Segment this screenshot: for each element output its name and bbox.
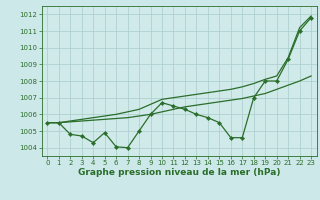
X-axis label: Graphe pression niveau de la mer (hPa): Graphe pression niveau de la mer (hPa) (78, 168, 280, 177)
